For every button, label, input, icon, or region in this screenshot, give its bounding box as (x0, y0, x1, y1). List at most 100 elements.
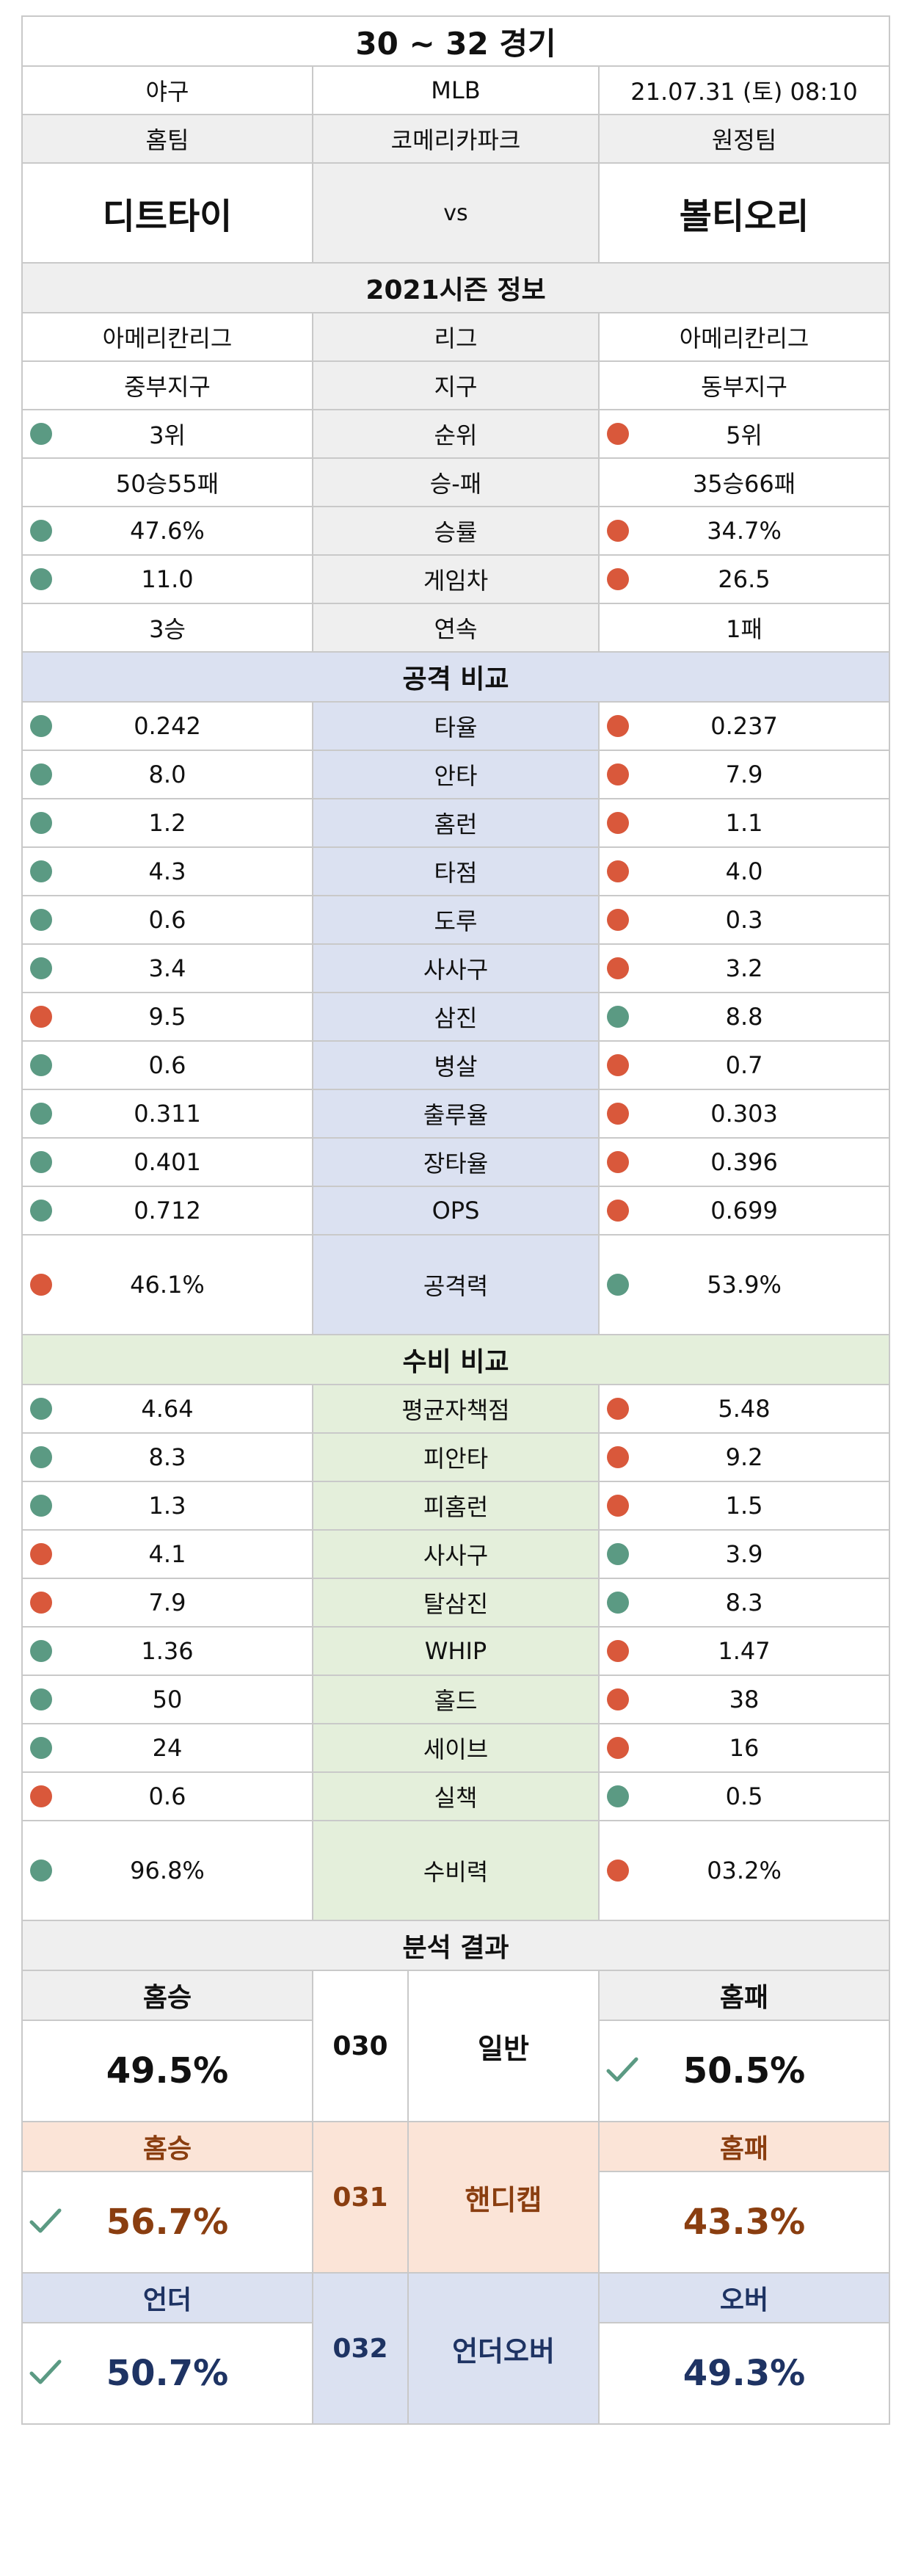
stat-label: 홈런 (312, 798, 600, 848)
home-value: 3.4 (21, 943, 313, 993)
underover-result-values: 50.7% 49.3% (21, 2322, 891, 2425)
away-value-text: 동부지구 (701, 373, 787, 401)
home-value-text: 1.36 (141, 1637, 194, 1665)
stat-row: 24 세이브 16 (21, 1723, 891, 1773)
away-value: 1.1 (597, 798, 891, 848)
home-value: 0.712 (21, 1186, 313, 1236)
away-value-text: 1.47 (718, 1637, 771, 1665)
away-value-text: 5위 (726, 421, 762, 449)
status-dot-icon (607, 568, 629, 590)
home-value: 50승55패 (21, 457, 313, 507)
stat-row: 96.8% 수비력 03.2% (21, 1820, 891, 1921)
stat-label: 순위 (312, 409, 600, 459)
away-value-text: 8.3 (725, 1589, 763, 1617)
status-dot-icon (607, 1151, 629, 1173)
stat-row: 8.3 피안타 9.2 (21, 1432, 891, 1482)
home-value-text: 50승55패 (115, 470, 219, 498)
away-value-text: 5.48 (718, 1395, 771, 1423)
stat-label: 평균자책점 (312, 1384, 600, 1434)
defense-header: 수비 비교 (21, 1334, 891, 1385)
stat-row: 4.3 타점 4.0 (21, 846, 891, 896)
away-value: 0.699 (597, 1186, 891, 1236)
home-value: 0.311 (21, 1089, 313, 1139)
stadium: 코메리카파크 (312, 114, 600, 164)
handicap-result-values: 56.7% 43.3% (21, 2171, 891, 2274)
away-value: 3.2 (597, 943, 891, 993)
status-dot-icon (30, 715, 52, 737)
home-value: 중부지구 (21, 360, 313, 410)
stat-row: 3위 순위 5위 (21, 409, 891, 459)
home-value-text: 7.9 (148, 1589, 186, 1617)
status-dot-icon (607, 763, 629, 786)
left-outcome-label: 홈승 (21, 2121, 313, 2172)
stat-row: 중부지구 지구 동부지구 (21, 360, 891, 410)
status-dot-icon (30, 1640, 52, 1662)
stat-label: 삼진 (312, 992, 600, 1042)
stat-label: 피안타 (312, 1432, 600, 1482)
status-dot-icon (607, 812, 629, 834)
status-dot-icon (607, 1274, 629, 1296)
away-value-text: 53.9% (707, 1271, 782, 1299)
home-value: 96.8% (21, 1820, 313, 1921)
stat-row: 3.4 사사구 3.2 (21, 943, 891, 993)
home-value-text: 24 (152, 1734, 183, 1762)
away-value-text: 0.303 (710, 1100, 778, 1128)
stat-row: 0.242 타율 0.237 (21, 701, 891, 751)
away-value: 0.7 (597, 1040, 891, 1090)
status-dot-icon (30, 1860, 52, 1882)
home-value-text: 1.3 (148, 1492, 186, 1520)
status-dot-icon (30, 1151, 52, 1173)
stat-label: 연속 (312, 603, 600, 653)
stat-row: 0.6 병살 0.7 (21, 1040, 891, 1090)
status-dot-icon (30, 860, 52, 882)
home-value: 8.3 (21, 1432, 313, 1482)
page-title: 30 ~ 32 경기 (21, 15, 891, 67)
stat-label: 탈삼진 (312, 1578, 600, 1628)
stat-label: 병살 (312, 1040, 600, 1090)
stat-row: 1.3 피홈런 1.5 (21, 1481, 891, 1531)
status-dot-icon (607, 715, 629, 737)
home-value-text: 4.64 (141, 1395, 194, 1423)
stat-label: 수비력 (312, 1820, 600, 1921)
away-value: 0.396 (597, 1137, 891, 1187)
home-value: 4.3 (21, 846, 313, 896)
status-dot-icon (607, 1006, 629, 1028)
home-value-text: 96.8% (130, 1857, 205, 1884)
home-value: 아메리칸리그 (21, 312, 313, 362)
home-value: 24 (21, 1723, 313, 1773)
away-value-text: 7.9 (725, 761, 763, 788)
home-value: 3위 (21, 409, 313, 459)
general-result-head: 홈승 030 일반 홈패 (21, 1970, 891, 2122)
away-value-text: 0.396 (710, 1148, 778, 1176)
status-dot-icon (607, 860, 629, 882)
status-dot-icon (607, 1054, 629, 1076)
away-value-text: 1패 (726, 615, 762, 643)
analysis-table: 30 ~ 32 경기 야구 MLB 21.07.31 (토) 08:10 홈팀 코메리… (21, 15, 891, 2425)
home-value-text: 1.2 (148, 809, 186, 837)
away-value-text: 0.237 (710, 712, 778, 740)
stat-label: 출루율 (312, 1089, 600, 1139)
home-value: 8.0 (21, 750, 313, 799)
home-value: 0.401 (21, 1137, 313, 1187)
away-value-text: 0.3 (725, 906, 763, 934)
stat-row: 0.401 장타율 0.396 (21, 1137, 891, 1187)
stat-row: 4.64 평균자책점 5.48 (21, 1384, 891, 1434)
home-value-text: 8.3 (148, 1443, 186, 1471)
general-result-values: 49.5% 50.5% (21, 2020, 891, 2122)
home-value-text: 46.1% (130, 1271, 205, 1299)
away-value-text: 34.7% (707, 517, 782, 545)
away-value-text: 아메리칸리그 (679, 324, 809, 352)
away-label: 원정팀 (597, 114, 891, 164)
stat-label: 지구 (312, 360, 600, 410)
status-dot-icon (607, 909, 629, 931)
stat-label: 승률 (312, 506, 600, 556)
home-value: 0.242 (21, 701, 313, 751)
left-value-text: 49.5% (106, 2050, 229, 2091)
status-dot-icon (607, 1543, 629, 1565)
status-dot-icon (30, 520, 52, 542)
home-value-text: 4.1 (148, 1540, 186, 1568)
home-value-text: 47.6% (130, 517, 205, 545)
stat-row: 11.0 게임차 26.5 (21, 554, 891, 604)
away-value: 35승66패 (597, 457, 891, 507)
stat-row: 0.311 출루율 0.303 (21, 1089, 891, 1139)
